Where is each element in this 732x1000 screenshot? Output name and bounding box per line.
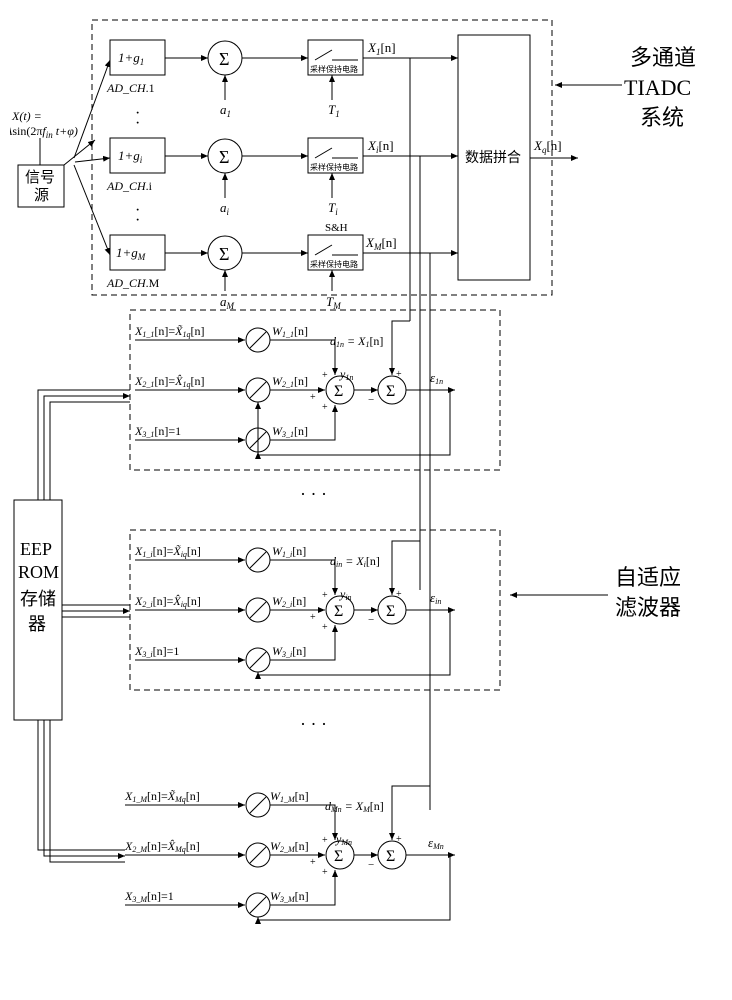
svg-text:Σ: Σ [334, 603, 343, 620]
svg-text:X2_i[n]=X̂iq[n]: X2_i[n]=X̂iq[n] [134, 594, 201, 609]
svg-text:X2_M[n]=X̂Mq[n]: X2_M[n]=X̂Mq[n] [124, 839, 200, 854]
combine-label: 数据拼合 [465, 150, 521, 166]
svg-text:aM: aM [220, 294, 235, 311]
svg-text:X1_M[n]=X̃Mq[n]: X1_M[n]=X̃Mq[n] [124, 789, 200, 804]
svg-text:d1n = X1[n]: d1n = X1[n] [330, 334, 383, 349]
svg-text:采样保持电路: 采样保持电路 [310, 162, 358, 172]
svg-text:+: + [396, 834, 402, 845]
svg-text:1+gM: 1+gM [116, 245, 146, 262]
svg-text:+: + [322, 370, 328, 381]
svg-text:y1n: y1n [339, 367, 353, 382]
svg-text:+: + [322, 402, 328, 413]
svg-text:εMn: εMn [428, 835, 444, 851]
eeprom-bus [38, 390, 130, 862]
svg-text:ai: ai [220, 200, 230, 217]
svg-text:+: + [322, 590, 328, 601]
svg-text:S&H: S&H [325, 222, 348, 234]
svg-text:Σ: Σ [334, 383, 343, 400]
diagram-canvas: 多通道 TIADC 系统 信号 源 X(t) = Asin(2πfin t+φ)… [10, 10, 722, 990]
svg-text:X1_1[n]=X̃1q[n]: X1_1[n]=X̃1q[n] [134, 324, 204, 339]
svg-text:X3_1[n]=1: X3_1[n]=1 [134, 424, 181, 439]
svg-text:−: − [368, 614, 374, 626]
svg-text:Σ: Σ [334, 848, 343, 865]
svg-text:+: + [310, 612, 316, 623]
svg-text:T1: T1 [328, 102, 340, 119]
filter-m: X1_M[n]=X̃Mq[n] W1_M[n] X2_M[n]=X̂Mq[n] … [124, 786, 455, 920]
svg-text:X2_1[n]=X̂1q[n]: X2_1[n]=X̂1q[n] [134, 374, 204, 389]
svg-text:1+g1: 1+g1 [118, 50, 144, 67]
svg-text:X3_M[n]=1: X3_M[n]=1 [124, 889, 174, 904]
svg-text:Σ: Σ [386, 603, 395, 620]
svg-text:AD_CH.M: AD_CH.M [106, 276, 160, 290]
svg-text:dMn = XM[n]: dMn = XM[n] [325, 799, 384, 814]
svg-text:din = Xi[n]: din = Xi[n] [330, 554, 380, 569]
svg-text:1+gi: 1+gi [118, 148, 143, 165]
svg-text:yin: yin [339, 587, 352, 602]
svg-text:+: + [396, 369, 402, 380]
svg-text:TM: TM [326, 294, 341, 311]
svg-text:W1_M[n]: W1_M[n] [270, 789, 309, 804]
eeprom-box [14, 500, 62, 720]
svg-text:采样保持电路: 采样保持电路 [310, 259, 358, 269]
combine-out: Xq[n] [533, 138, 562, 155]
channel-1: 1+g1 AD_CH.1 Σ a1 采样保持电路 T1 X1[n] [74, 40, 458, 158]
svg-text:Ti: Ti [328, 200, 338, 217]
svg-text:XM[n]: XM[n] [365, 235, 397, 252]
svg-text:采样保持电路: 采样保持电路 [310, 64, 358, 74]
filter-1: X1_1[n]=X̃1q[n] W1_1[n] X2_1[n]=X̂1q[n] … [134, 321, 455, 455]
svg-text:W2_M[n]: W2_M[n] [270, 839, 309, 854]
adaptive-filter-label: 自适应 滤波器 [615, 565, 687, 620]
svg-text:X1_i[n]=X̃iq[n]: X1_i[n]=X̃iq[n] [134, 544, 201, 559]
svg-text:W3_1[n]: W3_1[n] [272, 424, 308, 439]
svg-text:Xi[n]: Xi[n] [367, 138, 394, 155]
svg-text:Σ: Σ [219, 244, 229, 264]
svg-text:Σ: Σ [219, 49, 229, 69]
svg-text:Σ: Σ [386, 848, 395, 865]
svg-text:a1: a1 [220, 102, 231, 119]
svg-text:ε1n: ε1n [430, 370, 443, 386]
tiadc-label: 多通道 TIADC 系统 [624, 45, 702, 130]
svg-text:X1[n]: X1[n] [367, 40, 396, 57]
signal-source-label: 信号 源 [25, 169, 59, 204]
svg-text:W2_i[n]: W2_i[n] [272, 594, 306, 609]
svg-text:W3_i[n]: W3_i[n] [272, 644, 306, 659]
svg-text:AD_CH.i: AD_CH.i [106, 179, 153, 193]
svg-text:·: · [135, 115, 140, 132]
eeprom-label: EEP ROM 存储 器 [18, 539, 64, 634]
svg-text:· · ·: · · · [300, 714, 327, 734]
svg-text:+: + [310, 857, 316, 868]
filter-i: X1_i[n]=X̃iq[n] W1_i[n] X2_i[n]=X̂iq[n] … [134, 541, 455, 675]
svg-text:·: · [135, 212, 140, 229]
svg-text:−: − [368, 859, 374, 871]
svg-text:AD_CH.1: AD_CH.1 [106, 81, 155, 95]
svg-text:W1_1[n]: W1_1[n] [272, 324, 308, 339]
svg-text:W3_M[n]: W3_M[n] [270, 889, 309, 904]
svg-text:X3_i[n]=1: X3_i[n]=1 [134, 644, 179, 659]
svg-text:−: − [368, 394, 374, 406]
svg-text:+: + [322, 835, 328, 846]
svg-text:εin: εin [430, 590, 441, 606]
input-signal: X(t) = Asin(2πfin t+φ) [10, 109, 78, 140]
svg-text:yMn: yMn [335, 832, 352, 847]
svg-text:+: + [396, 589, 402, 600]
svg-text:+: + [322, 867, 328, 878]
svg-text:W2_1[n]: W2_1[n] [272, 374, 308, 389]
channel-i: 1+gi AD_CH.i Σ ai 采样保持电路 Ti Xi[n] [75, 138, 458, 217]
svg-text:+: + [322, 622, 328, 633]
svg-text:· · ·: · · · [300, 484, 327, 504]
svg-text:+: + [310, 392, 316, 403]
svg-text:Σ: Σ [219, 147, 229, 167]
svg-text:Σ: Σ [386, 383, 395, 400]
svg-text:W1_i[n]: W1_i[n] [272, 544, 306, 559]
